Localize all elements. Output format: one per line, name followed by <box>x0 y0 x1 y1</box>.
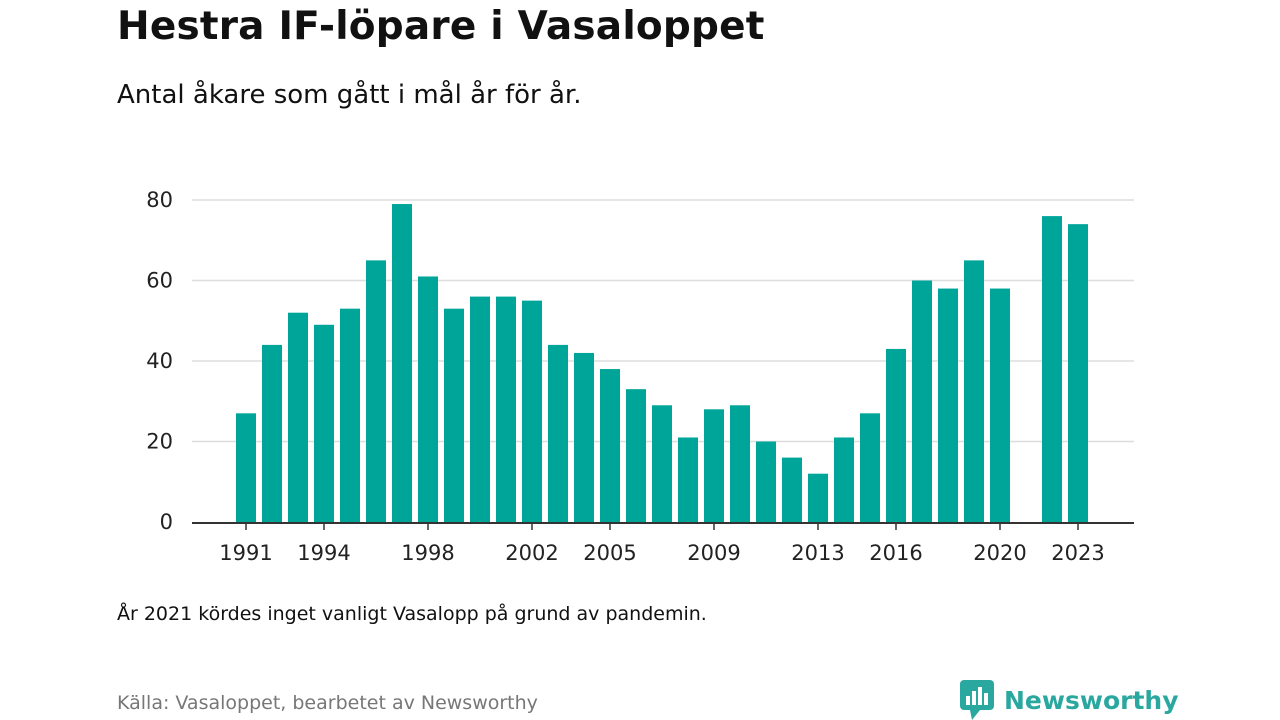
bar-2007 <box>652 405 672 522</box>
x-tick-label: 2013 <box>791 541 844 565</box>
bar-2020 <box>990 288 1010 522</box>
bar-2000 <box>470 296 490 522</box>
bar-1996 <box>366 260 386 522</box>
bar-1998 <box>418 276 438 522</box>
bar-1995 <box>340 308 360 522</box>
bar-2001 <box>496 296 516 522</box>
source-text: Källa: Vasaloppet, bearbetet av Newswort… <box>117 692 538 714</box>
bar-1993 <box>288 312 308 522</box>
y-tick-label: 80 <box>146 188 173 212</box>
y-tick-label: 40 <box>146 349 173 373</box>
bar-2014 <box>834 437 854 522</box>
y-tick-label: 0 <box>160 510 173 534</box>
x-tick-label: 2020 <box>973 541 1026 565</box>
bar-2018 <box>938 288 958 522</box>
x-tick-label: 2009 <box>687 541 740 565</box>
x-tick-label: 2023 <box>1051 541 1104 565</box>
bar-2004 <box>574 352 594 522</box>
bar-2009 <box>704 409 724 522</box>
x-tick-label: 2005 <box>583 541 636 565</box>
chart-note: År 2021 kördes inget vanligt Vasalopp på… <box>117 603 707 625</box>
bar-2019 <box>964 260 984 522</box>
x-axis-ticks: 1991 1994 1998 2002 2005 2009 2013 2016 2020 2023 <box>219 523 1105 565</box>
bar-1997 <box>392 204 412 522</box>
bar-2012 <box>782 457 802 522</box>
bar-1992 <box>262 344 282 522</box>
y-axis-ticks: 0 20 40 60 80 <box>146 188 173 534</box>
bar-1999 <box>444 308 464 522</box>
y-tick-label: 20 <box>146 430 173 454</box>
x-tick-label: 2002 <box>505 541 558 565</box>
bar-2013 <box>808 473 828 522</box>
bar-2017 <box>912 280 932 522</box>
chart-subtitle: Antal åkare som gått i mål år för år. <box>117 80 582 110</box>
bar-2010 <box>730 405 750 522</box>
x-tick-label: 1991 <box>219 541 272 565</box>
bar-chart: 0 20 40 60 80 1991 1994 1998 2002 2005 2009 2013 20… <box>146 188 1134 565</box>
x-tick-label: 1998 <box>401 541 454 565</box>
bar-2011 <box>756 441 776 522</box>
bars <box>236 204 1088 522</box>
bar-2023 <box>1068 224 1088 522</box>
bar-2015 <box>860 413 880 522</box>
bar-2002 <box>522 300 542 522</box>
brand-name: Newsworthy <box>1004 685 1179 715</box>
bar-2006 <box>626 389 646 522</box>
bar-1991 <box>236 413 256 522</box>
brand-logo: Newsworthy <box>960 680 1179 720</box>
bar-2022 <box>1042 216 1062 522</box>
chart-title: Hestra IF-löpare i Vasaloppet <box>117 4 765 49</box>
x-tick-label: 2016 <box>869 541 922 565</box>
newsworthy-logo-icon <box>960 680 994 720</box>
bar-1994 <box>314 324 334 522</box>
bar-2003 <box>548 344 568 522</box>
bar-2005 <box>600 369 620 522</box>
bar-2016 <box>886 348 906 522</box>
x-tick-label: 1994 <box>297 541 350 565</box>
bar-2008 <box>678 437 698 522</box>
y-tick-label: 60 <box>146 269 173 293</box>
